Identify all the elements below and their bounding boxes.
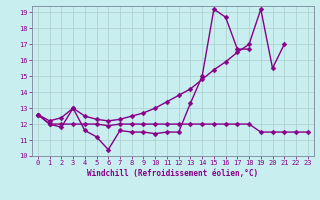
X-axis label: Windchill (Refroidissement éolien,°C): Windchill (Refroidissement éolien,°C) (87, 169, 258, 178)
